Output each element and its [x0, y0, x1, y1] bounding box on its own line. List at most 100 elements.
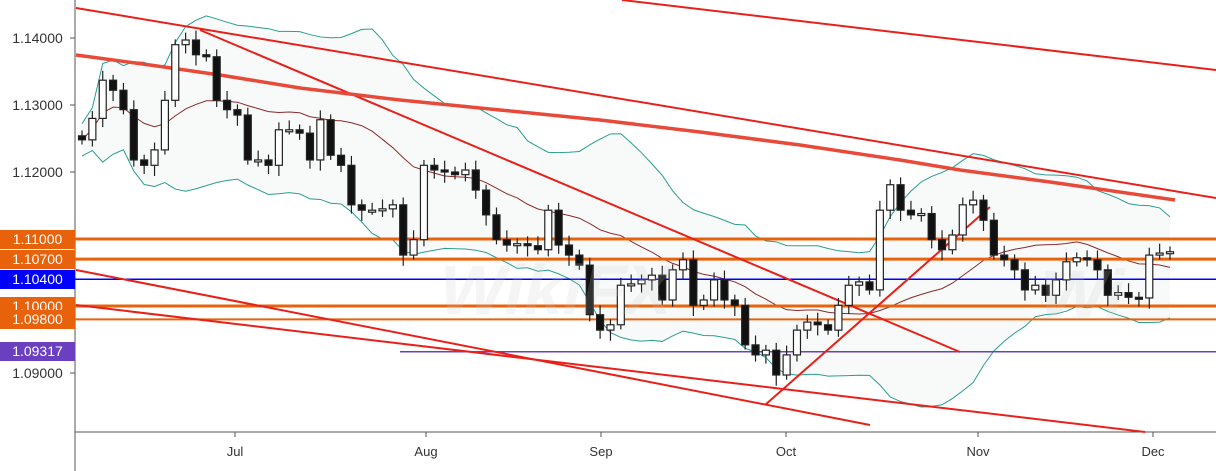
trendline [199, 29, 961, 353]
candle-body [637, 279, 646, 285]
candle-body [160, 99, 169, 151]
candle-body [108, 79, 118, 91]
trendline [621, 0, 1216, 71]
candle-body [482, 189, 491, 216]
x-tick-label: Nov [966, 444, 990, 459]
x-tick-label: Aug [414, 444, 438, 459]
candle-body [233, 109, 242, 116]
candle-body [450, 171, 460, 176]
candle-body [896, 184, 905, 211]
candle-body [471, 169, 480, 191]
candle-body [969, 199, 978, 206]
candle-body [813, 321, 822, 326]
y-tick-label: 1.14000 [12, 29, 63, 46]
candle-body [699, 299, 708, 306]
candle-body [834, 304, 843, 331]
candle-body [989, 219, 998, 256]
x-tick-label: Oct [775, 444, 797, 459]
candle-body [689, 259, 698, 306]
candle-body [191, 39, 201, 56]
candle-body [772, 349, 781, 376]
candle-body [751, 344, 760, 356]
watermark-logo: WikiFX [431, 251, 682, 329]
candle-body [1072, 257, 1081, 263]
candle-body [274, 129, 283, 166]
candle-body [1134, 296, 1144, 300]
x-tick-label: Sep [589, 444, 613, 459]
candle-body [730, 299, 739, 306]
candle-body [305, 132, 315, 161]
candle-body [326, 119, 335, 156]
candle-body [1124, 292, 1133, 298]
candle-body [409, 239, 418, 256]
candle-body [1093, 259, 1102, 271]
candle-body [792, 329, 802, 356]
trendline [75, 7, 1216, 199]
candle-body [295, 129, 304, 134]
candle-body [1155, 252, 1164, 256]
candle-body [1062, 261, 1071, 281]
candle-body [875, 209, 884, 291]
candle-body [523, 243, 532, 247]
candle-body [927, 212, 936, 241]
candle-body [1020, 269, 1030, 291]
candle-body [709, 279, 719, 301]
trendline [75, 269, 871, 426]
candle-body [316, 119, 325, 161]
candle-body [616, 284, 625, 326]
candle-body [803, 321, 812, 331]
candle-body [502, 239, 511, 246]
candle-body [564, 244, 574, 256]
candle-body [430, 164, 439, 171]
candle-body [906, 209, 916, 216]
candle-body [336, 154, 346, 166]
candle-body [1103, 269, 1112, 296]
candle-body [399, 204, 408, 256]
candle-body [823, 324, 833, 331]
candle-body [741, 304, 750, 346]
price-level-label: 1.10700 [0, 249, 75, 269]
candle-body [948, 234, 957, 251]
candle-body [1165, 251, 1175, 255]
candle-body [606, 324, 615, 331]
candle-body [958, 204, 967, 236]
candle-body [98, 79, 107, 119]
y-tick-label: 1.09000 [12, 364, 63, 381]
candle-body [554, 209, 563, 246]
candle-body [513, 243, 522, 247]
candle-body [1010, 259, 1019, 271]
candle-body [886, 184, 895, 211]
candle-body [782, 354, 791, 376]
candle-body [668, 269, 677, 301]
price-level-label: 1.11000 [0, 229, 75, 249]
bollinger-lower-band [81, 149, 1171, 408]
candle-body [171, 44, 180, 101]
price-level-label: 1.09800 [0, 309, 75, 329]
candle-body [119, 89, 128, 111]
candle-body [202, 54, 211, 58]
watermark-logo: Wi [1031, 256, 1134, 334]
candle-body [1145, 254, 1154, 299]
candle-body [347, 164, 356, 206]
candle-body [140, 159, 149, 166]
candle-body [1000, 254, 1009, 261]
candle-body [1041, 284, 1050, 296]
candle-body [1083, 257, 1092, 261]
x-tick-label: Jul [226, 444, 244, 459]
candle-body [855, 281, 864, 286]
candle-body [1051, 279, 1061, 296]
candle-body [917, 212, 926, 217]
candle-body [585, 264, 594, 316]
candle-body [647, 274, 657, 281]
candle-body [419, 164, 429, 241]
candle-body [461, 169, 470, 176]
candle-body [222, 99, 232, 111]
candle-body [388, 204, 397, 210]
candle-body [264, 159, 273, 166]
candle-body [595, 314, 605, 331]
candle-body [761, 349, 770, 356]
candle-body [181, 39, 190, 46]
candle-body [440, 169, 449, 173]
candle-body [357, 204, 366, 211]
